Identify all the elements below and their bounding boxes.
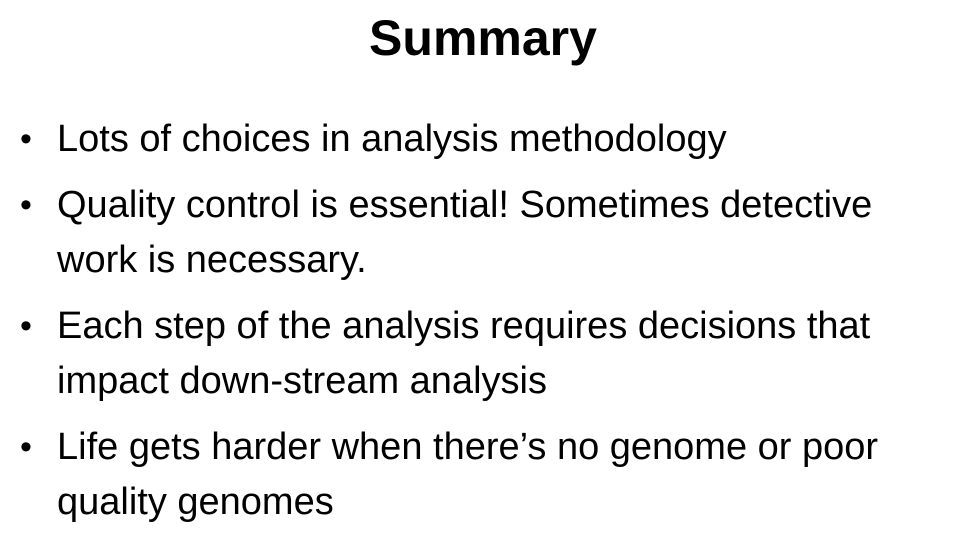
- bullet-item: • Life gets harder when there’s no genom…: [0, 420, 966, 530]
- bullet-item: • Quality control is essential! Sometime…: [0, 178, 966, 288]
- bullet-icon: •: [20, 120, 32, 158]
- bullet-list: • Lots of choices in analysis methodolog…: [0, 112, 966, 541]
- slide-title: Summary: [369, 10, 597, 66]
- bullet-item: • Lots of choices in analysis methodolog…: [0, 112, 966, 167]
- bullet-text: Life gets harder when there’s no genome …: [57, 426, 879, 523]
- bullet-text: Lots of choices in analysis methodology: [57, 118, 727, 160]
- bullet-text: Quality control is essential! Sometimes …: [57, 184, 873, 281]
- bullet-text: Each step of the analysis requires decis…: [57, 305, 871, 402]
- bullet-item: • Each step of the analysis requires dec…: [0, 299, 966, 409]
- bullet-icon: •: [20, 307, 32, 345]
- bullet-icon: •: [20, 428, 32, 466]
- bullet-icon: •: [20, 186, 32, 224]
